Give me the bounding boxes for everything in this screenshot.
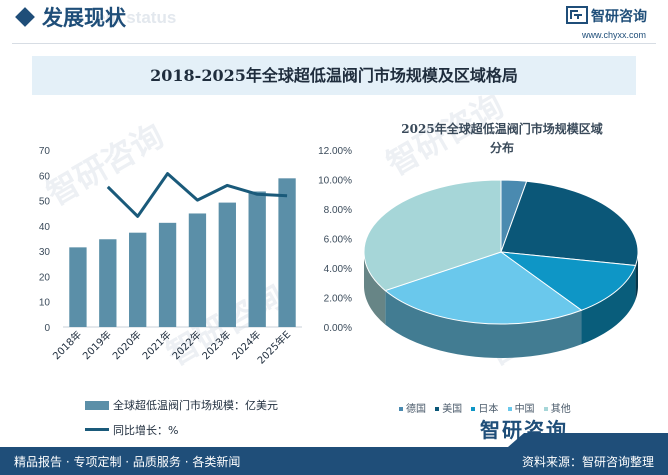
legend-bar-swatch — [85, 401, 109, 410]
footer-notch — [508, 433, 668, 447]
watermark-text: 智研咨询 — [40, 116, 170, 214]
pie-legend-label: 日本 — [478, 404, 499, 415]
brand-url[interactable]: www.chyxx.com — [582, 30, 647, 40]
x-axis-tick: 2025年E — [254, 328, 293, 367]
brand-name: 智研咨询 — [591, 9, 647, 25]
diamond-icon — [15, 7, 35, 27]
legend-line-swatch — [85, 428, 109, 431]
left-axis-tick: 70 — [39, 146, 51, 157]
x-axis-tick: 2018年 — [50, 328, 84, 362]
footer-source: 资料来源：智研咨询整理 — [521, 455, 654, 469]
pie-title-line-1: 2025年全球超低温阀门市场规模区域 — [401, 122, 603, 136]
right-axis-tick: 8.00% — [324, 205, 352, 216]
pie-slice-side — [364, 252, 386, 325]
x-axis-tick: 2019年 — [80, 328, 114, 362]
page-footer: 精品报告 · 专项定制 · 品质服务 · 各类新闻 资料来源：智研咨询整理 — [0, 433, 668, 475]
pie-title-line-2: 分布 — [489, 141, 514, 155]
pie-legend-swatch — [507, 407, 512, 411]
left-axis-tick: 40 — [39, 222, 51, 233]
left-axis-tick: 30 — [39, 247, 51, 258]
x-axis-tick: 2020年 — [110, 328, 144, 362]
pie-legend: 德国 美国 日本 中国 其他 — [399, 400, 577, 415]
page-header: ent status 发展现状 智研咨询 www.chyxx.com — [0, 0, 668, 46]
pie-slice — [500, 179, 528, 253]
pie-legend-item: 其他 — [543, 400, 571, 415]
watermark-text: 智研咨询 — [480, 276, 610, 374]
right-axis-tick: 0.00% — [324, 323, 352, 334]
right-axis-tick: 6.00% — [324, 235, 352, 246]
pie-slice — [363, 179, 502, 292]
pie-legend-label: 其他 — [550, 404, 571, 415]
legend-bar-label: 全球超低温阀门市场规模：亿美元 — [113, 399, 278, 412]
left-axis-tick: 10 — [39, 298, 51, 309]
bar — [69, 247, 87, 327]
bar — [129, 232, 147, 327]
bar — [158, 222, 177, 327]
pie-chart-title: 2025年全球超低温阀门市场规模区域 分布 — [372, 120, 632, 158]
header-divider — [12, 43, 656, 44]
left-axis-tick: 0 — [44, 323, 50, 334]
right-axis-tick: 2.00% — [324, 294, 352, 305]
right-axis-tick: 12.00% — [318, 146, 352, 157]
banner-title: 2018-2025年全球超低温阀门市场规模及区域格局 — [150, 66, 518, 85]
pie-legend-swatch — [399, 407, 403, 411]
page-title: 发展现状 — [42, 6, 126, 30]
pie-legend-swatch — [543, 407, 548, 411]
pie-legend-item: 德国 — [399, 400, 426, 415]
pie-slice — [500, 180, 639, 267]
chart-banner: 2018-2025年全球超低温阀门市场规模及区域格局 — [32, 56, 636, 95]
pie-legend-swatch — [435, 407, 440, 411]
pie-legend-label: 德国 — [406, 404, 426, 415]
pie-slice-side — [635, 252, 638, 300]
right-axis-tick: 10.00% — [318, 176, 352, 187]
pie-legend-item: 中国 — [507, 400, 535, 415]
growth-line — [106, 172, 288, 218]
header-ghost-text: ent status — [96, 8, 177, 27]
pie-legend-label: 中国 — [514, 404, 535, 415]
pie-legend-swatch — [471, 407, 476, 411]
pie-legend-item: 日本 — [471, 400, 498, 415]
pie-legend-item: 美国 — [435, 400, 462, 415]
right-axis-tick: 4.00% — [324, 264, 352, 275]
left-axis-tick: 50 — [39, 197, 51, 208]
watermark-text: 智研咨询 — [160, 276, 290, 374]
left-axis-tick: 20 — [39, 272, 51, 283]
footer-services: 精品报告 · 专项定制 · 品质服务 · 各类新闻 — [14, 455, 241, 469]
legend-line-label: 同比增长：% — [113, 424, 179, 437]
brand-logo-icon — [566, 6, 588, 24]
bar — [99, 239, 117, 327]
pie-legend-label: 美国 — [442, 404, 463, 415]
